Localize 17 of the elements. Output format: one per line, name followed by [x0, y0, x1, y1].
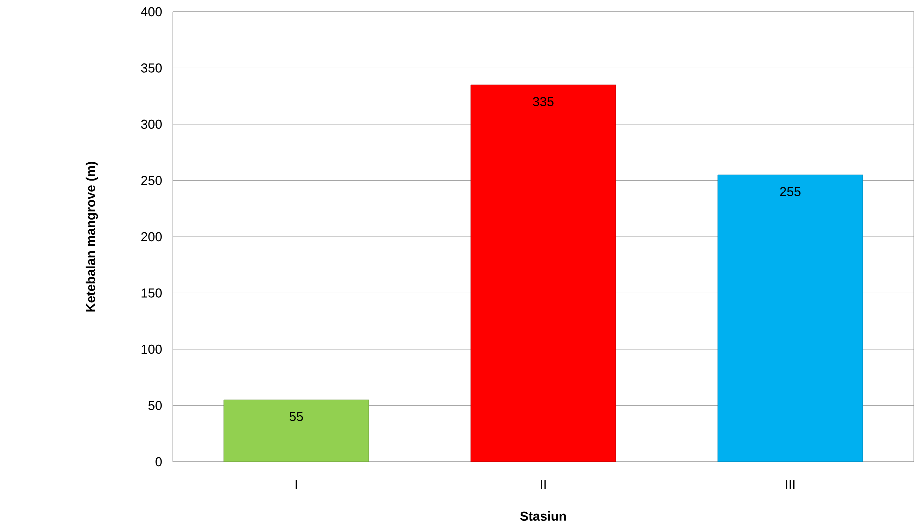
y-tick-label: 50	[148, 401, 162, 410]
data-label: 335	[533, 97, 554, 106]
y-tick-label: 0	[156, 457, 162, 467]
data-label: 255	[780, 187, 801, 196]
y-tick-label: 150	[142, 288, 162, 298]
data-label: 55	[290, 412, 304, 422]
x-axis-title: Stasiun	[520, 512, 566, 522]
x-tick-label: II	[541, 480, 546, 490]
y-tick-label: 350	[141, 64, 162, 73]
x-tick-label: III	[786, 480, 795, 490]
y-tick-label: 200	[142, 232, 162, 242]
y-tick-label: 250	[142, 176, 162, 186]
y-axis-title: Ketebalan mangrove (m)	[86, 162, 98, 312]
y-tick-label: 300	[141, 120, 162, 130]
y-tick-label: 400	[141, 7, 162, 17]
y-tick-label: 100	[142, 344, 162, 354]
x-tick-label: I	[296, 480, 298, 490]
